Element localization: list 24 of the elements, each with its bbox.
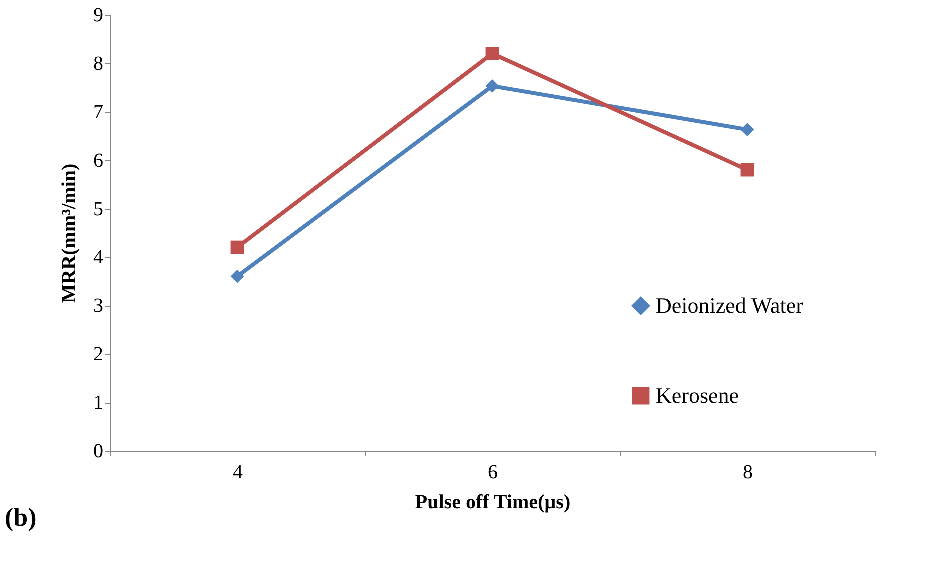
y-tick-label: 5 [94, 198, 104, 220]
x-axis-title: Pulse off Time(µs) [415, 492, 571, 514]
y-axis-title: MRR(mm³/min) [58, 164, 80, 304]
text: (b) [5, 503, 37, 532]
y-tick-label: 8 [94, 52, 104, 75]
point [230, 270, 244, 284]
point [230, 240, 244, 254]
y-tick-label: 7 [94, 101, 104, 124]
point [486, 80, 500, 93]
x-tick-label: 8 [743, 462, 753, 484]
point [740, 123, 754, 137]
y-tick-label: 0 [94, 440, 104, 462]
x-tick-label: 6 [488, 462, 498, 484]
y-tick-label: 4 [94, 246, 104, 269]
y-tick-label: 2 [94, 344, 104, 366]
x-tick-label: 4 [233, 462, 243, 484]
legend-label: Deionized Water [656, 293, 804, 318]
y-tick-label: 3 [94, 295, 104, 318]
point [740, 163, 754, 177]
y-tick-label: 1 [94, 392, 104, 414]
point [486, 47, 500, 60]
legend-label: Kerosene [656, 383, 740, 408]
y-tick-label: 9 [94, 4, 104, 26]
y-tick-label: 6 [94, 150, 104, 172]
